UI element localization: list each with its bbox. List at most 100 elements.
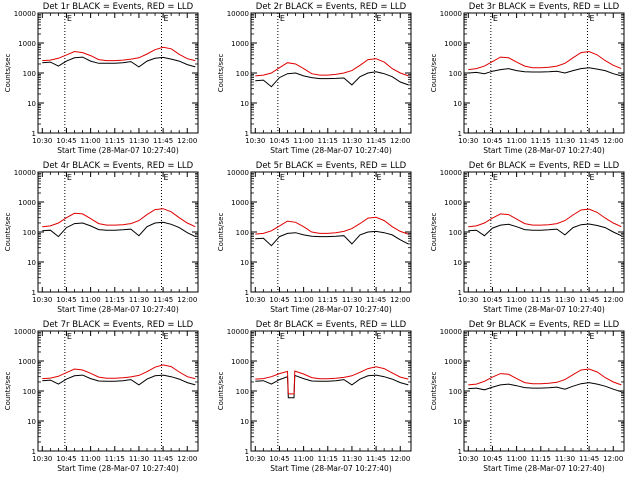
event-marker-label: E xyxy=(376,332,381,341)
x-tick-label: 12:00 xyxy=(177,137,197,145)
y-tick-label: 10000 xyxy=(227,10,249,18)
x-tick-label: 11:15 xyxy=(105,296,125,304)
y-tick-label: 10000 xyxy=(227,328,249,336)
y-tick-label: 100 xyxy=(23,70,36,78)
x-tick-label: 12:00 xyxy=(390,137,410,145)
x-tick-label: 11:30 xyxy=(555,455,575,463)
x-tick-label: 11:45 xyxy=(579,455,599,463)
x-tick-label: 11:45 xyxy=(579,296,599,304)
plot-frame xyxy=(37,12,199,134)
event-marker-label: E xyxy=(67,332,72,341)
y-tick-label: 1 xyxy=(245,448,249,456)
x-tick-label: 10:30 xyxy=(32,137,52,145)
x-tick-label: 10:30 xyxy=(458,296,478,304)
y-tick-label: 10 xyxy=(453,418,462,426)
x-tick-label: 11:15 xyxy=(318,455,338,463)
x-tick-label: 11:00 xyxy=(294,455,314,463)
x-tick-label: 11:15 xyxy=(531,296,551,304)
x-tick-label: 11:15 xyxy=(531,137,551,145)
series-line-events xyxy=(468,223,622,237)
series-line-events xyxy=(42,374,196,386)
panel-det-2: Det 2r BLACK = Events, RED = LLD Counts/s… xyxy=(217,2,412,155)
x-axis-label: Start Time (28-Mar-07 10:27:40) xyxy=(483,464,605,473)
x-tick-label: 11:30 xyxy=(129,296,149,304)
chart-title: Det 4r BLACK = Events, RED = LLD xyxy=(43,161,194,171)
x-tick-label: 11:00 xyxy=(507,296,527,304)
y-tick-label: 10 xyxy=(240,259,249,267)
y-tick-label: 1000 xyxy=(18,199,36,207)
x-tick-label: 11:30 xyxy=(555,296,575,304)
x-tick-label: 12:00 xyxy=(603,137,623,145)
x-tick-label: 11:00 xyxy=(81,455,101,463)
plot-frame xyxy=(250,12,412,134)
event-marker-label: E xyxy=(280,332,285,341)
y-axis-label: Counts/sec xyxy=(430,372,438,411)
series-line-lld xyxy=(42,46,196,62)
chart-title: Det 7r BLACK = Events, RED = LLD xyxy=(43,320,194,330)
x-tick-label: 10:30 xyxy=(245,296,265,304)
y-tick-label: 1 xyxy=(32,448,36,456)
x-tick-label: 10:45 xyxy=(482,455,502,463)
y-tick-label: 1000 xyxy=(444,358,462,366)
x-axis-label: Start Time (28-Mar-07 10:27:40) xyxy=(483,305,605,314)
series-line-events xyxy=(255,230,409,247)
y-tick-label: 1000 xyxy=(18,358,36,366)
panel-det-1: Det 1r BLACK = Events, RED = LLD Counts/s… xyxy=(4,2,199,155)
x-axis-label: Start Time (28-Mar-07 10:27:40) xyxy=(57,464,179,473)
x-tick-label: 11:30 xyxy=(555,137,575,145)
x-tick-label: 10:45 xyxy=(56,455,76,463)
y-axis-label: Counts/sec xyxy=(4,372,12,411)
y-tick-label: 1000 xyxy=(231,199,249,207)
y-tick-label: 100 xyxy=(23,388,36,396)
event-marker-label: E xyxy=(376,173,381,182)
y-axis-label: Counts/sec xyxy=(217,372,225,411)
x-tick-label: 11:30 xyxy=(129,455,149,463)
series-line-events xyxy=(255,374,409,399)
series-line-lld xyxy=(255,216,409,235)
x-tick-label: 10:30 xyxy=(245,137,265,145)
x-tick-label: 10:45 xyxy=(56,137,76,145)
y-tick-label: 10 xyxy=(453,100,462,108)
series-line-events xyxy=(468,382,622,393)
x-tick-label: 10:45 xyxy=(482,296,502,304)
x-tick-label: 10:30 xyxy=(458,137,478,145)
y-tick-label: 100 xyxy=(449,229,462,237)
x-axis-label: Start Time (28-Mar-07 10:27:40) xyxy=(483,146,605,155)
y-tick-label: 10000 xyxy=(14,328,36,336)
x-tick-label: 11:00 xyxy=(507,455,527,463)
plot-frame xyxy=(463,330,625,452)
x-tick-label: 11:30 xyxy=(129,137,149,145)
event-marker-label: E xyxy=(163,173,168,182)
y-axis-label: Counts/sec xyxy=(430,213,438,252)
panel-det-4: Det 4r BLACK = Events, RED = LLD Counts/s… xyxy=(4,161,199,314)
x-tick-label: 12:00 xyxy=(390,455,410,463)
x-tick-label: 11:45 xyxy=(153,296,173,304)
x-axis-label: Start Time (28-Mar-07 10:27:40) xyxy=(270,464,392,473)
x-tick-label: 11:45 xyxy=(366,455,386,463)
y-tick-label: 100 xyxy=(23,229,36,237)
x-axis-label: Start Time (28-Mar-07 10:27:40) xyxy=(57,146,179,155)
y-tick-label: 10000 xyxy=(440,10,462,18)
series-line-lld xyxy=(468,208,622,228)
y-tick-label: 10 xyxy=(27,418,36,426)
y-tick-label: 100 xyxy=(236,229,249,237)
x-axis-label: Start Time (28-Mar-07 10:27:40) xyxy=(57,305,179,314)
x-tick-label: 12:00 xyxy=(177,455,197,463)
event-marker-label: E xyxy=(589,14,594,23)
panel-det-9: Det 9r BLACK = Events, RED = LLD Counts/s… xyxy=(430,320,625,473)
event-marker-label: E xyxy=(589,173,594,182)
x-tick-label: 11:15 xyxy=(105,455,125,463)
x-tick-label: 11:15 xyxy=(318,137,338,145)
event-marker-label: E xyxy=(493,173,498,182)
event-marker-label: E xyxy=(67,14,72,23)
x-tick-label: 10:45 xyxy=(269,455,289,463)
series-line-events xyxy=(42,221,196,238)
x-tick-label: 10:30 xyxy=(32,455,52,463)
y-tick-label: 1000 xyxy=(231,358,249,366)
x-tick-label: 11:00 xyxy=(81,137,101,145)
y-tick-label: 10000 xyxy=(14,10,36,18)
x-tick-label: 11:00 xyxy=(294,137,314,145)
panel-det-8: Det 8r BLACK = Events, RED = LLD Counts/s… xyxy=(217,320,412,473)
chart-title: Det 9r BLACK = Events, RED = LLD xyxy=(469,320,620,330)
